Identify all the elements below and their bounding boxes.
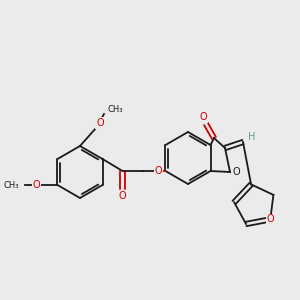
Text: CH₃: CH₃ [4, 181, 20, 190]
Text: O: O [96, 118, 104, 128]
Text: O: O [33, 180, 40, 190]
Text: O: O [119, 191, 126, 201]
Text: O: O [155, 166, 162, 176]
Text: CH₃: CH₃ [107, 104, 122, 113]
Text: O: O [199, 112, 207, 122]
Text: H: H [248, 132, 256, 142]
Text: O: O [266, 214, 274, 224]
Text: O: O [232, 167, 240, 177]
